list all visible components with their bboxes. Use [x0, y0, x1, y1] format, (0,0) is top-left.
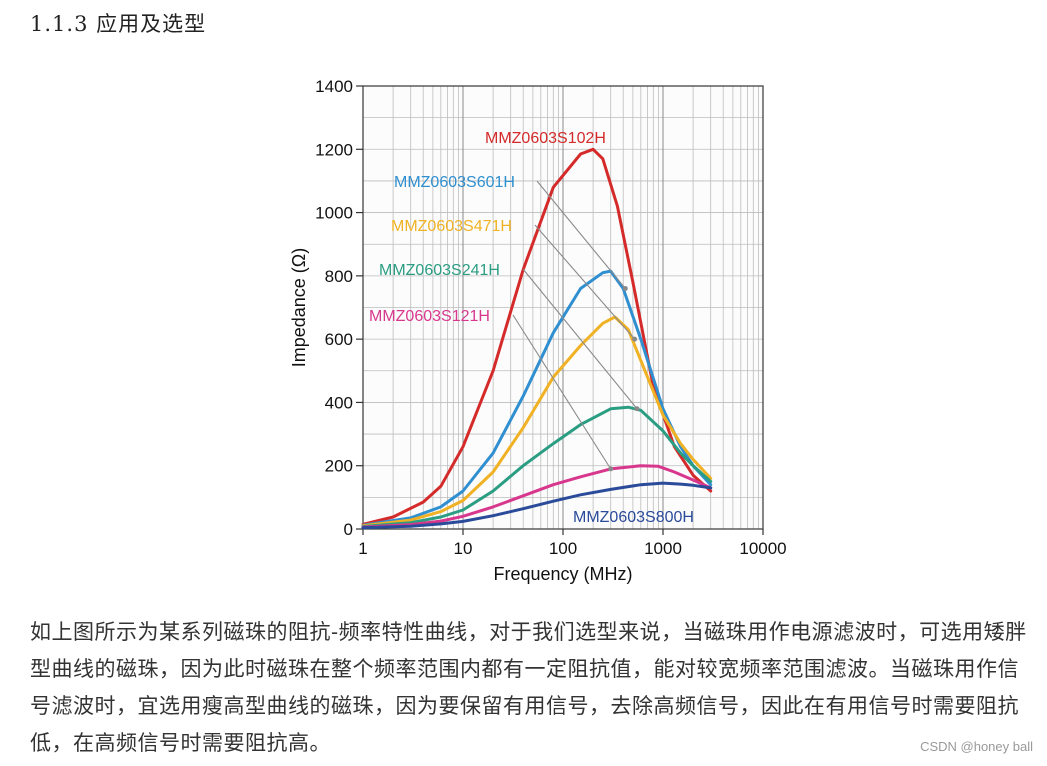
y-tick-label: 600: [325, 330, 353, 349]
watermark: CSDN @honey ball: [918, 739, 1035, 754]
impedance-frequency-chart: 0 200 400 600 800 1000 1200 1400 1 10 100 1000 10000…: [280, 66, 800, 596]
series-label: MMZ0603S102H: [485, 130, 606, 147]
y-tick-label: 400: [325, 393, 353, 412]
leader-line: [534, 224, 636, 340]
leader-line: [512, 314, 612, 470]
leader-arrow: [622, 286, 628, 292]
series-line: [361, 464, 713, 529]
chart-svg: 0 200 400 600 800 1000 1200 1400 1 10 100 1000 10000…: [289, 77, 787, 584]
section-heading: 1.1.3 应用及选型: [30, 12, 207, 36]
leader-arrow: [608, 466, 614, 472]
series-label: MMZ0603S800H: [573, 509, 694, 526]
y-tick-label: 200: [325, 457, 353, 476]
series-label: MMZ0603S601H: [394, 174, 515, 191]
leader-line: [522, 268, 638, 410]
body-paragraph: 如上图所示为某系列磁珠的阻抗-频率特性曲线，对于我们选型来说，当磁珠用作电源滤波…: [30, 620, 1027, 755]
x-tick-label: 10: [454, 539, 473, 558]
y-tick-label: 0: [344, 520, 353, 539]
series-line: [361, 315, 713, 528]
x-tick-label: 10000: [739, 539, 786, 558]
y-tick-label: 800: [325, 267, 353, 286]
leader-arrow: [634, 406, 640, 412]
series-label: MMZ0603S471H: [391, 218, 512, 235]
leader-arrow: [632, 336, 638, 342]
series-label: MMZ0603S241H: [379, 262, 500, 279]
x-tick-label: 100: [549, 539, 577, 558]
x-tick-label: 1: [358, 539, 367, 558]
y-tick-label: 1000: [315, 204, 353, 223]
series-line: [361, 405, 713, 528]
series-label: MMZ0603S121H: [369, 308, 490, 325]
y-tick-label: 1200: [315, 140, 353, 159]
series-line: [361, 481, 713, 530]
y-axis-label: Impedance (Ω): [289, 248, 309, 368]
leader-line: [536, 180, 626, 289]
x-axis-label: Frequency (MHz): [493, 564, 632, 584]
y-tick-label: 1400: [315, 77, 353, 96]
x-tick-label: 1000: [644, 539, 682, 558]
